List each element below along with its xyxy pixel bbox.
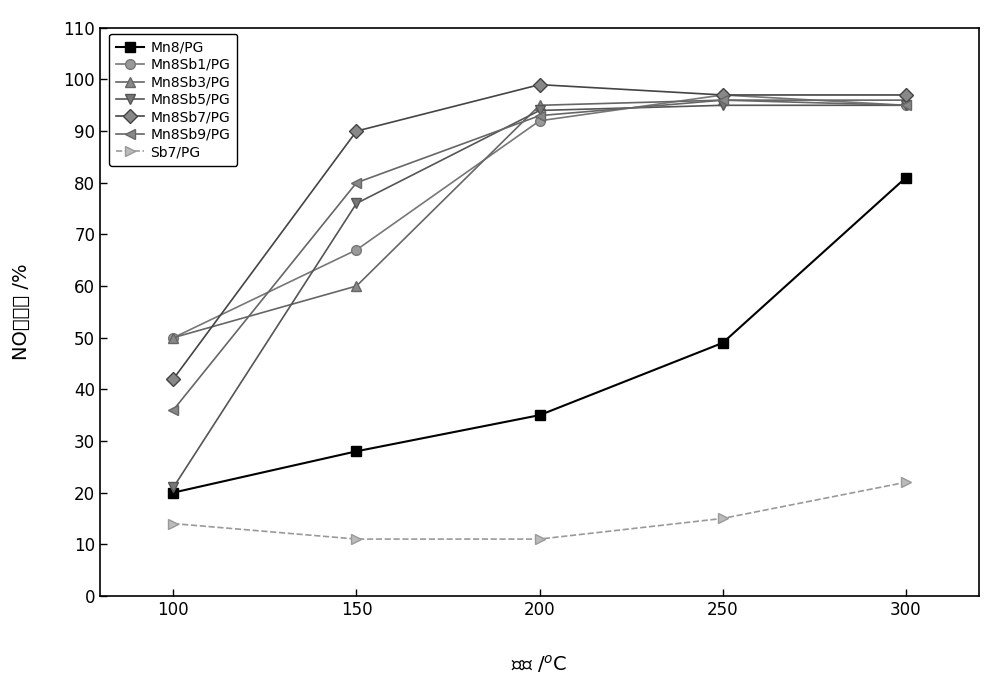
Mn8Sb3/PG [717,96,729,104]
Mn8Sb1/PG [167,334,179,342]
Mn8Sb7/PG [717,91,729,99]
Line: Mn8Sb3/PG: Mn8Sb3/PG [168,95,911,343]
Mn8Sb9/PG [350,179,362,187]
Line: Mn8Sb5/PG: Mn8Sb5/PG [168,100,911,492]
Mn8Sb9/PG [167,406,179,414]
Sb7/PG [534,535,546,543]
Mn8/PG [167,489,179,497]
Sb7/PG [350,535,362,543]
Mn8/PG [350,447,362,455]
Text: NO转化率 /%: NO转化率 /% [11,264,30,360]
Mn8Sb7/PG [900,91,912,99]
Sb7/PG [167,520,179,528]
Mn8Sb9/PG [900,101,912,109]
Line: Sb7/PG: Sb7/PG [168,477,911,544]
Sb7/PG [900,478,912,486]
Mn8Sb1/PG [350,246,362,254]
Mn8Sb9/PG [717,96,729,104]
Mn8Sb1/PG [717,91,729,99]
Sb7/PG [717,514,729,522]
Mn8Sb1/PG [534,117,546,125]
Mn8Sb1/PG [900,101,912,109]
Line: Mn8Sb7/PG: Mn8Sb7/PG [168,80,911,384]
Mn8/PG [717,338,729,347]
Mn8Sb9/PG [534,111,546,120]
Mn8Sb5/PG [350,199,362,208]
Mn8/PG [900,174,912,182]
Mn8Sb5/PG [900,101,912,109]
Legend: Mn8/PG, Mn8Sb1/PG, Mn8Sb3/PG, Mn8Sb5/PG, Mn8Sb7/PG, Mn8Sb9/PG, Sb7/PG: Mn8/PG, Mn8Sb1/PG, Mn8Sb3/PG, Mn8Sb5/PG,… [109,33,237,166]
Line: Mn8Sb1/PG: Mn8Sb1/PG [168,90,911,343]
Mn8Sb3/PG [167,334,179,342]
Mn8Sb5/PG [167,483,179,491]
Line: Mn8Sb9/PG: Mn8Sb9/PG [168,95,911,415]
Mn8Sb7/PG [167,375,179,383]
Mn8Sb7/PG [350,127,362,135]
Mn8Sb3/PG [900,96,912,104]
Mn8Sb3/PG [534,101,546,109]
Text: 温度 /$^o$C: 温度 /$^o$C [511,653,568,675]
Line: Mn8/PG: Mn8/PG [168,173,911,498]
Mn8/PG [534,411,546,419]
Mn8Sb7/PG [534,80,546,89]
Mn8Sb3/PG [350,282,362,290]
Mn8Sb5/PG [717,101,729,109]
Mn8Sb5/PG [534,107,546,115]
